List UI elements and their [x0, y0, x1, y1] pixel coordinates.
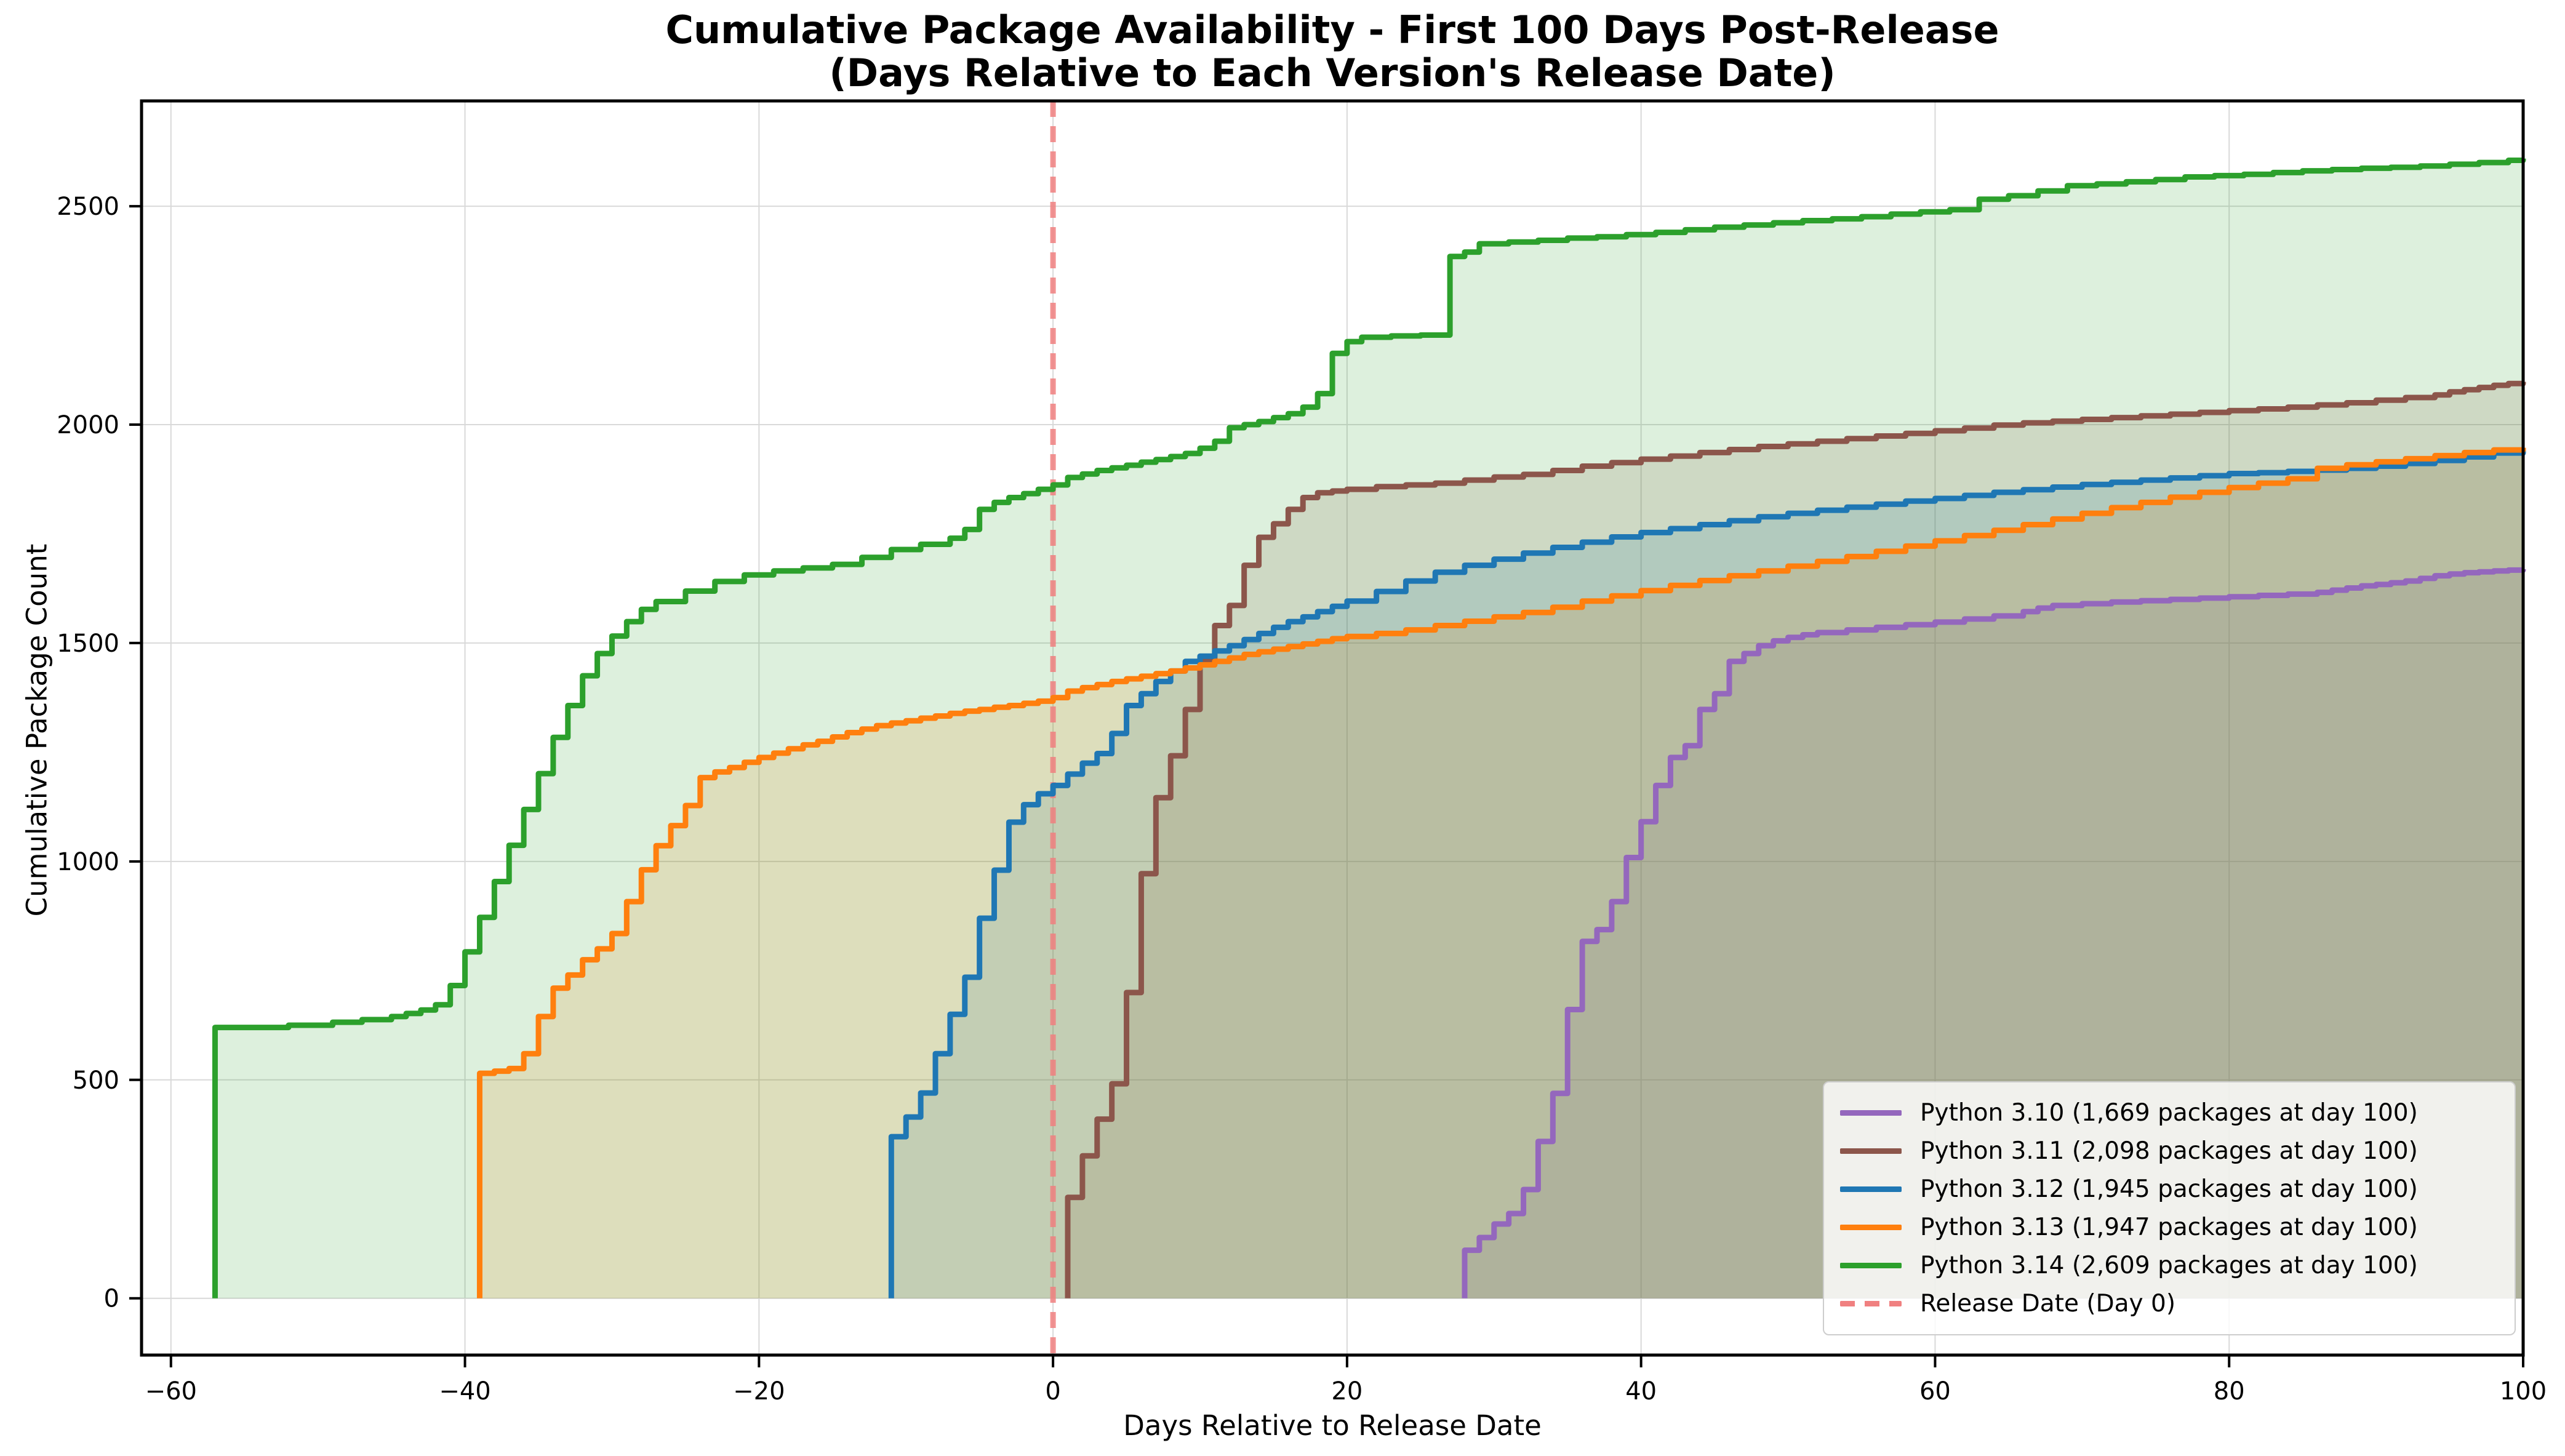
- x-tick-label: 100: [2500, 1377, 2547, 1406]
- legend-dashed-line-icon: [1840, 1301, 1902, 1307]
- chart-title-line2: (Days Relative to Each Version's Release…: [829, 50, 1836, 95]
- x-tick-label: 20: [1331, 1377, 1363, 1406]
- legend-label: Release Date (Day 0): [1920, 1290, 2176, 1318]
- y-tick-label: 1500: [57, 630, 119, 658]
- series-fill-python-3-14: [215, 158, 2524, 1298]
- legend-label: Python 3.13 (1,947 packages at day 100): [1920, 1214, 2418, 1242]
- x-tick-label: −20: [733, 1377, 785, 1406]
- y-tick-label: 1000: [57, 848, 119, 876]
- chart-title-line1: Cumulative Package Availability - First …: [665, 7, 1999, 52]
- series-line-python-3-13: [476, 447, 2526, 1298]
- x-tick-label: 60: [1919, 1377, 1951, 1406]
- y-tick-label: 0: [104, 1285, 119, 1313]
- legend-label: Python 3.12 (1,945 packages at day 100): [1920, 1175, 2418, 1203]
- series-fill-python-3-11: [1068, 382, 2523, 1298]
- series-line-python-3-12: [888, 449, 2526, 1298]
- series-line-python-3-10: [1462, 567, 2526, 1298]
- y-tick-label: 2000: [57, 411, 119, 439]
- legend-label: Python 3.14 (2,609 packages at day 100): [1920, 1252, 2418, 1280]
- legend-item-release-date: Release Date (Day 0): [1840, 1285, 2499, 1323]
- legend-swatch-icon: [1840, 1263, 1902, 1269]
- legend-swatch-icon: [1840, 1225, 1902, 1231]
- y-tick-label: 500: [73, 1066, 119, 1095]
- legend-item-python-3-13: Python 3.13 (1,947 packages at day 100): [1840, 1209, 2499, 1247]
- axes-border: [140, 99, 2525, 1357]
- x-axis-label: Days Relative to Release Date: [1123, 1409, 1542, 1442]
- chart-title: Cumulative Package Availability - First …: [142, 9, 2523, 95]
- legend-item-python-3-10: Python 3.10 (1,669 packages at day 100): [1840, 1094, 2499, 1132]
- legend-label: Python 3.11 (2,098 packages at day 100): [1920, 1137, 2418, 1165]
- x-tick-label: −60: [145, 1377, 197, 1406]
- legend-swatch-icon: [1840, 1186, 1902, 1192]
- legend-item-python-3-14: Python 3.14 (2,609 packages at day 100): [1840, 1247, 2499, 1285]
- x-tick-label: 80: [2214, 1377, 2245, 1406]
- series-line-python-3-11: [1065, 380, 2526, 1298]
- legend-item-python-3-12: Python 3.12 (1,945 packages at day 100): [1840, 1170, 2499, 1208]
- legend-item-python-3-11: Python 3.11 (2,098 packages at day 100): [1840, 1132, 2499, 1170]
- x-tick-label: 40: [1625, 1377, 1657, 1406]
- y-axis-label: Cumulative Package Count: [20, 543, 54, 917]
- legend-swatch-icon: [1840, 1148, 1902, 1154]
- series-line-python-3-14: [212, 158, 2526, 1298]
- legend-swatch-icon: [1840, 1110, 1902, 1116]
- legend-box: Python 3.10 (1,669 packages at day 100) P…: [1823, 1081, 2516, 1335]
- y-tick-label: 2500: [57, 193, 119, 221]
- x-tick-label: 0: [1045, 1377, 1060, 1406]
- legend-label: Python 3.10 (1,669 packages at day 100): [1920, 1098, 2418, 1127]
- x-tick-label: −40: [439, 1377, 490, 1406]
